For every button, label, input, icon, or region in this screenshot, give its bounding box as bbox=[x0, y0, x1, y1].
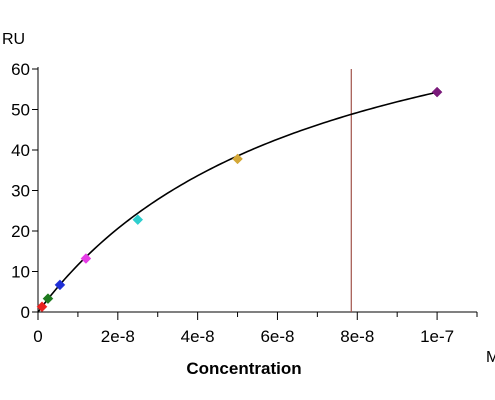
x-tick-label: 6e-8 bbox=[260, 327, 294, 346]
tick-labels: 0 10 20 30 40 50 60 0 2e-8 4e-8 6e-8 8e-8 1e-7 bbox=[11, 60, 454, 346]
data-point bbox=[54, 279, 66, 291]
fit-curve bbox=[37, 91, 438, 313]
data-point bbox=[132, 214, 144, 226]
y-tick-label: 60 bbox=[11, 60, 30, 79]
x-tick-label: 4e-8 bbox=[181, 327, 215, 346]
x-tick-label: 1e-7 bbox=[420, 327, 454, 346]
y-tick-label: 10 bbox=[11, 263, 30, 282]
y-axis-label: RU bbox=[2, 31, 25, 48]
data-points bbox=[36, 86, 443, 313]
data-point bbox=[42, 293, 54, 304]
x-tick-label: 8e-8 bbox=[340, 327, 374, 346]
y-tick-label: 20 bbox=[11, 222, 30, 241]
data-point bbox=[232, 153, 243, 165]
data-point bbox=[36, 301, 48, 313]
y-tick-label: 40 bbox=[11, 141, 30, 160]
x-tick-label: 0 bbox=[33, 327, 42, 346]
axes bbox=[32, 67, 478, 320]
data-point bbox=[80, 253, 92, 264]
y-tick-label: 50 bbox=[11, 101, 30, 120]
y-tick-label: 0 bbox=[21, 303, 30, 322]
x-axis-unit-label: M bbox=[486, 349, 495, 366]
fit-curve-layer bbox=[37, 91, 438, 313]
x-axis-title: Concentration bbox=[186, 359, 301, 378]
data-point bbox=[431, 86, 443, 98]
x-tick-label: 2e-8 bbox=[101, 327, 135, 346]
y-tick-label: 30 bbox=[11, 182, 30, 201]
